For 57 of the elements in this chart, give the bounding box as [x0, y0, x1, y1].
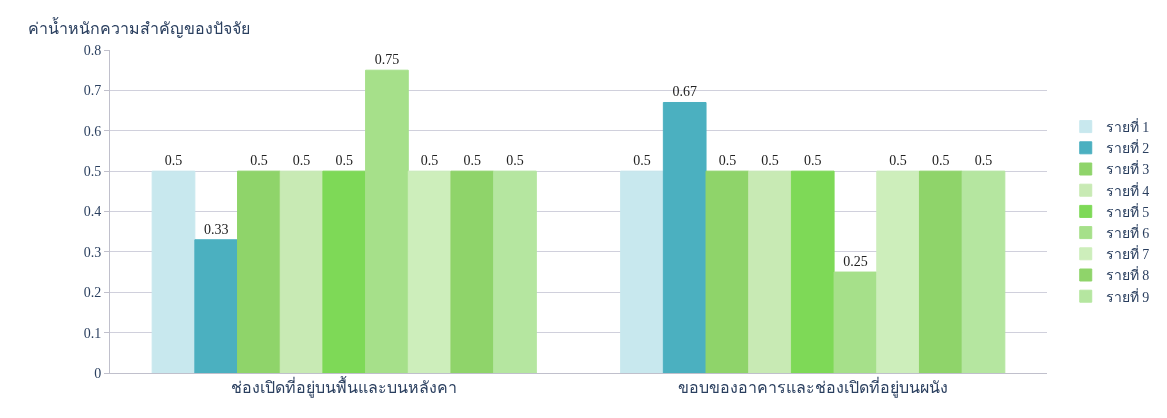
y-tick-label: 0 — [94, 365, 102, 381]
bar — [833, 271, 878, 373]
data-label: 0.5 — [420, 153, 439, 169]
x-tick-label: ขอบของอาคารและช่องเปิดที่อยู่บนผนัง — [677, 376, 948, 399]
data-label: 0.5 — [463, 153, 482, 169]
data-label: 0.5 — [804, 153, 822, 169]
bar — [237, 170, 281, 373]
y-axis-title: ค่าน้ำหนักความสำคัญของปัจจัย — [28, 17, 250, 38]
legend-label: รายที่ 5 — [1105, 202, 1150, 220]
bar — [151, 170, 196, 373]
data-label: 0.5 — [250, 153, 268, 169]
legend-label: รายที่ 7 — [1105, 245, 1150, 263]
data-label: 0.5 — [164, 153, 183, 169]
bar — [322, 170, 367, 373]
bar — [918, 170, 963, 373]
data-label: 0.25 — [843, 254, 868, 270]
bar — [365, 69, 409, 373]
data-label: 0.5 — [932, 153, 950, 169]
legend-label: รายที่ 9 — [1105, 287, 1150, 305]
y-tick-label: 0.3 — [83, 244, 102, 260]
bar — [662, 101, 707, 373]
bar — [279, 170, 324, 373]
bar — [748, 170, 792, 373]
legend-label: รายที่ 2 — [1105, 139, 1150, 157]
x-tick-label: ช่องเปิดที่อยู่บนพื้นและบนหลังคา — [231, 376, 458, 399]
data-label: 0.75 — [374, 52, 400, 68]
bar — [194, 239, 239, 373]
y-tick-label: 0.2 — [83, 285, 102, 301]
bar — [493, 170, 537, 373]
y-tick-label: 0.7 — [83, 83, 102, 99]
data-label: 0.67 — [672, 84, 697, 100]
y-tick-label: 0.8 — [83, 42, 102, 58]
y-tick-label: 0.5 — [83, 164, 102, 180]
bar — [620, 170, 664, 373]
bar — [790, 170, 835, 373]
data-label: 0.5 — [633, 153, 651, 169]
data-label: 0.5 — [761, 153, 779, 169]
legend-label: รายที่ 1 — [1105, 118, 1150, 136]
data-label: 0.5 — [506, 153, 524, 169]
bar — [450, 170, 495, 373]
legend-label: รายที่ 4 — [1105, 181, 1150, 199]
legend-label: รายที่ 3 — [1105, 160, 1150, 178]
data-label: 0.5 — [292, 153, 311, 169]
y-tick-label: 0.1 — [83, 325, 102, 341]
data-label: 0.5 — [335, 153, 353, 169]
legend-label: รายที่ 6 — [1105, 224, 1150, 242]
y-tick-label: 0.6 — [83, 123, 102, 139]
bar — [407, 170, 452, 373]
bar — [876, 170, 920, 373]
bar — [961, 170, 1006, 373]
data-label: 0.33 — [203, 221, 229, 237]
data-label: 0.5 — [718, 153, 737, 169]
legend-label: รายที่ 8 — [1105, 266, 1150, 284]
bar — [705, 170, 750, 373]
data-label: 0.5 — [974, 153, 993, 169]
data-label: 0.5 — [889, 153, 907, 169]
y-tick-label: 0.4 — [83, 204, 102, 220]
